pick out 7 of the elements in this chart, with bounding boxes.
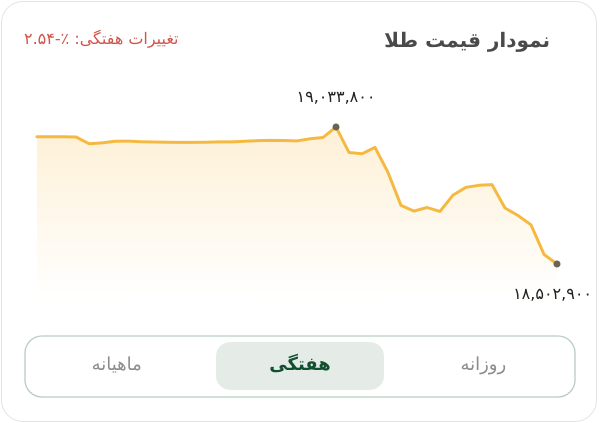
chart-subtitle: تغییرات هفتگی: ٪-۲.۵۴ (24, 29, 178, 48)
annotation: روزانه (460, 354, 506, 375)
data-label: ۱۸,۵۰۲,۹۰۰ (513, 284, 592, 303)
chart-title: نمودار قیمت طلا (384, 28, 550, 52)
annotation: ماهیانه (92, 354, 142, 375)
data-label: ۱۹,۰۳۳,۸۰۰ (296, 87, 376, 106)
annotation: هفتگی (269, 354, 331, 375)
